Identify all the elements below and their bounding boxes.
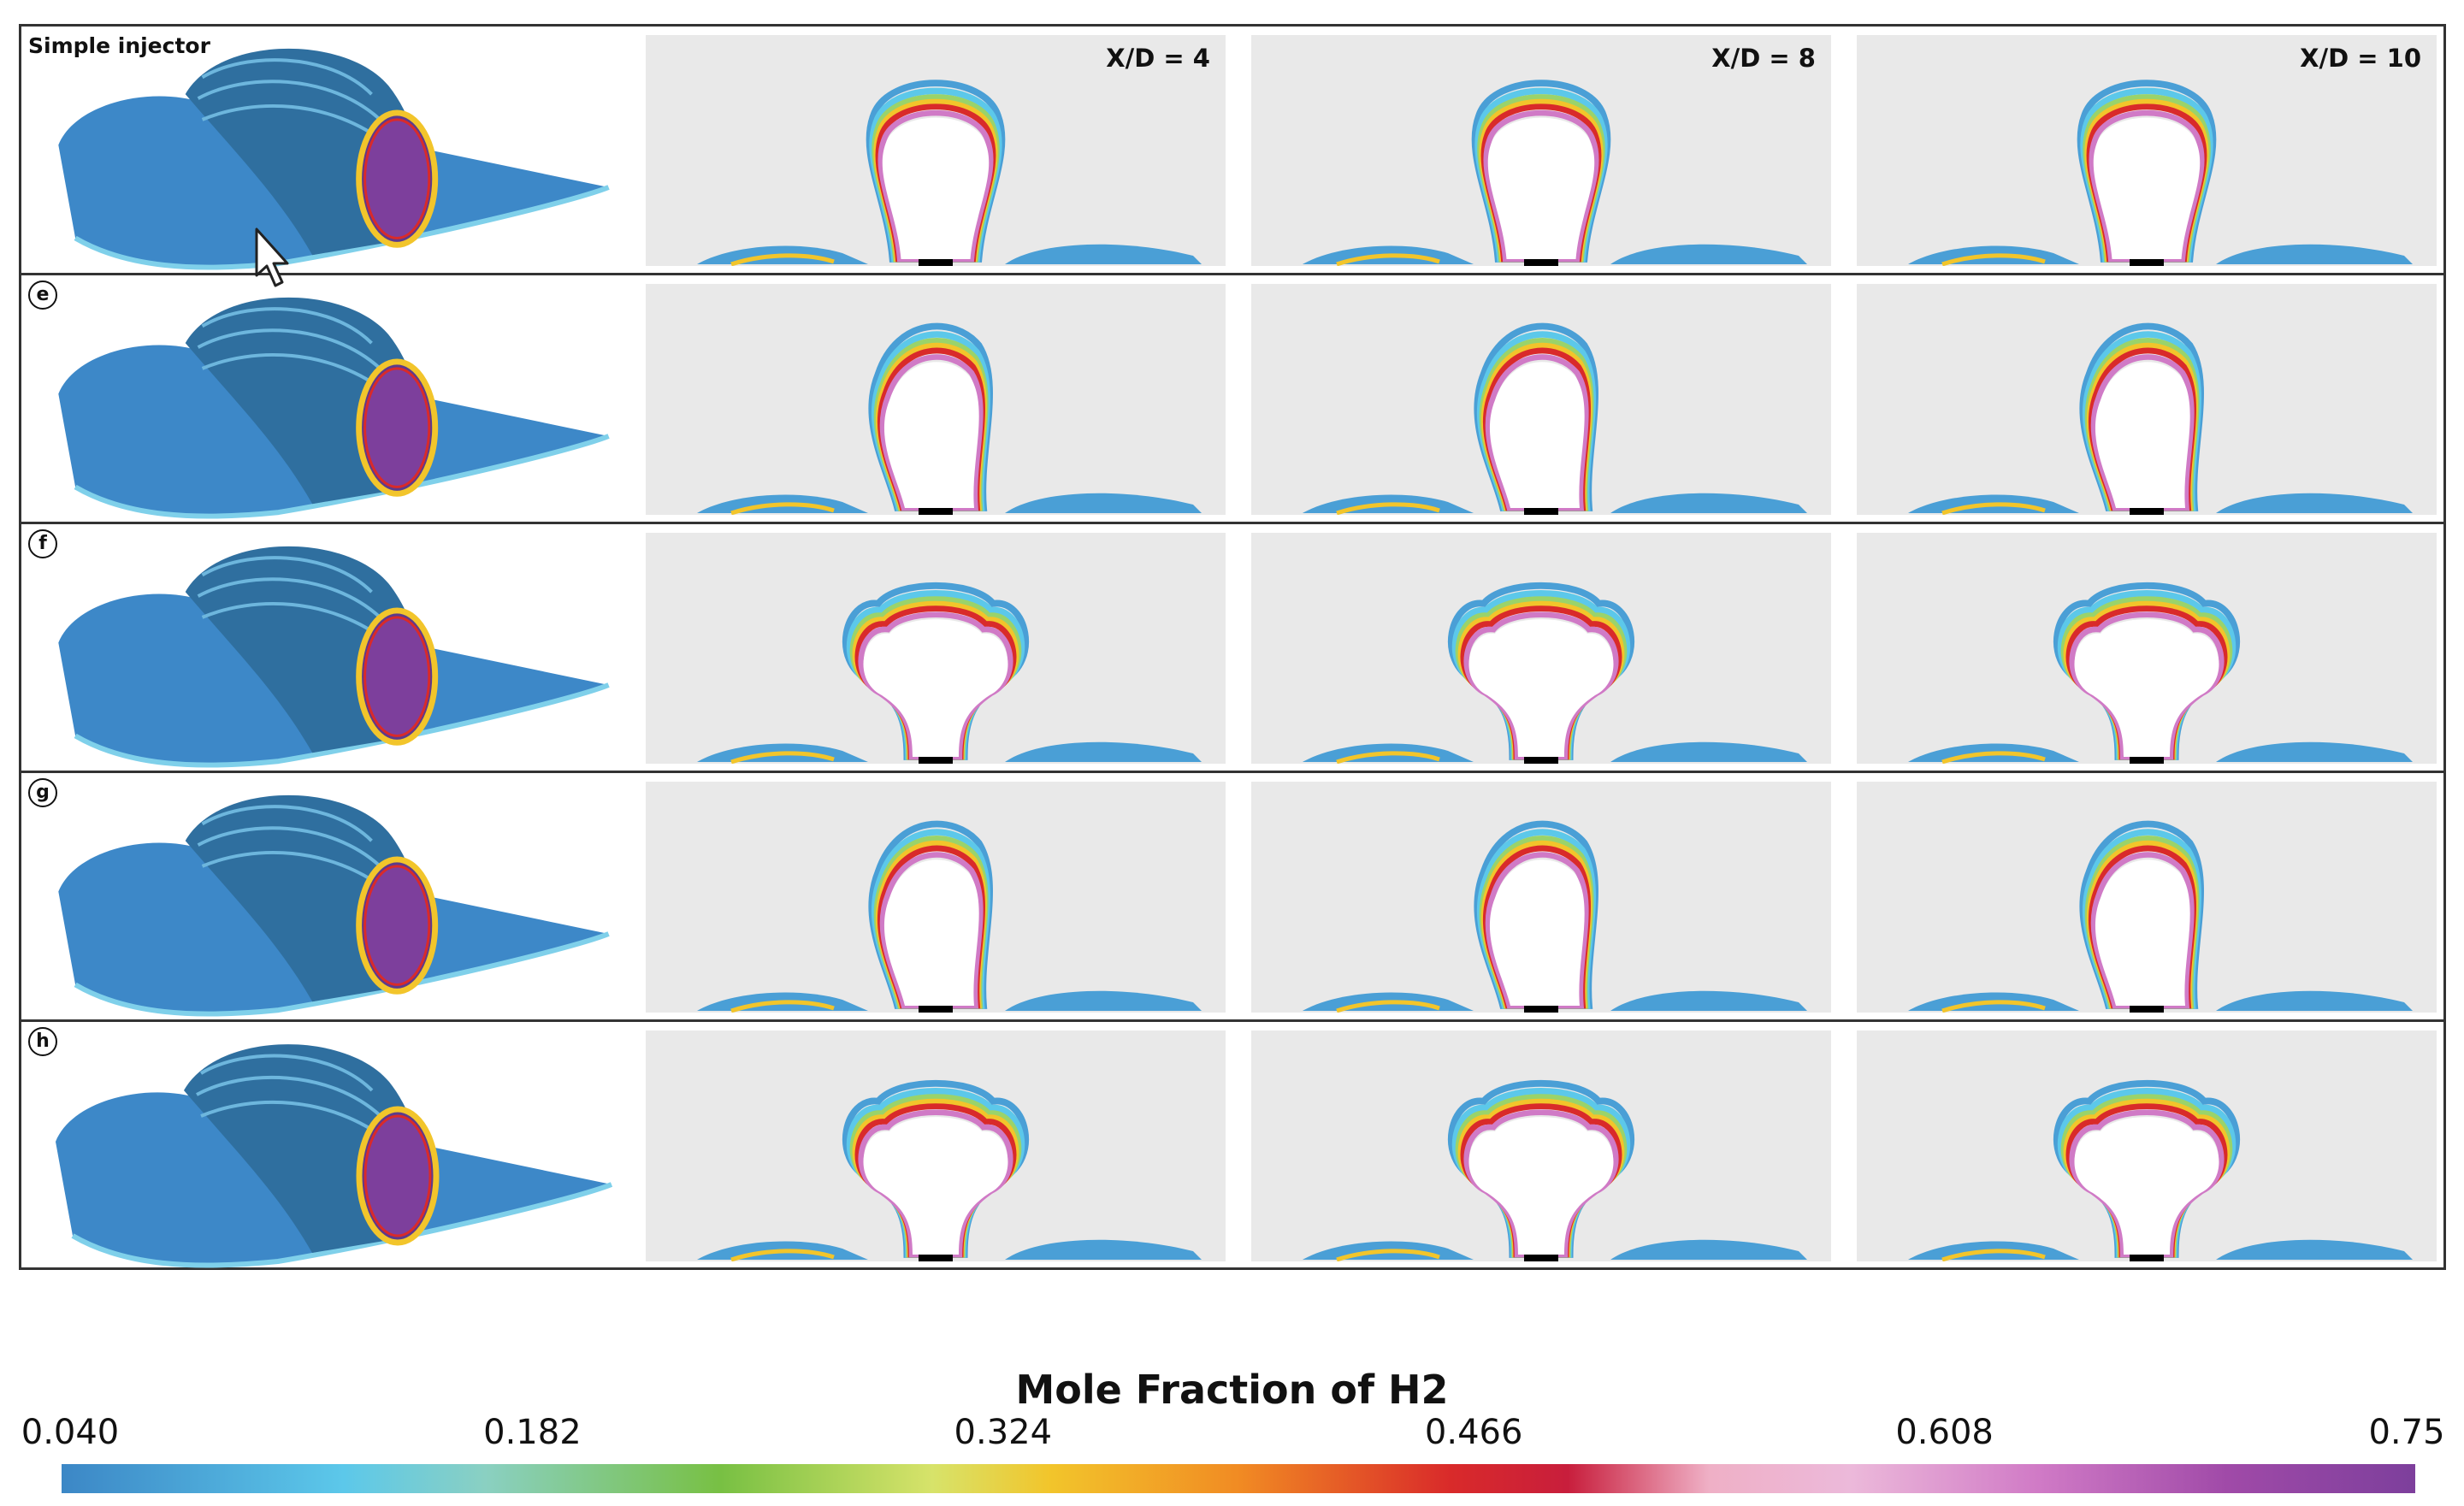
- figure-row: Simple injector X/D = 4 X/D = 8: [21, 27, 2443, 275]
- colorbar-title: Mole Fraction of H2: [1015, 1367, 1449, 1413]
- iso-surface-view: [21, 275, 637, 522]
- contour-panel: [1251, 1031, 1831, 1261]
- column-label: X/D = 4: [1106, 44, 1210, 73]
- iso-surface-view: [21, 27, 637, 273]
- contour-panel: [646, 533, 1226, 764]
- row-badge: g: [28, 778, 57, 807]
- contour-panel: X/D = 10: [1857, 35, 2437, 266]
- figure-row: g: [21, 773, 2443, 1022]
- colorbar-tick-label: 0.040: [21, 1413, 120, 1452]
- column-label: X/D = 8: [1711, 44, 1816, 73]
- contour-panel: [646, 1031, 1226, 1261]
- row-badge: e: [28, 281, 57, 310]
- colorbar-tick-label: 0.466: [1424, 1413, 1523, 1452]
- mouse-pointer-icon: [255, 227, 289, 287]
- contour-panel: [646, 284, 1226, 515]
- row-badge: h: [28, 1027, 57, 1056]
- contour-figure: Simple injector X/D = 4 X/D = 8: [19, 24, 2446, 1270]
- colorbar-tick-label: 0.324: [954, 1413, 1053, 1452]
- iso-surface-view: [21, 524, 637, 771]
- contour-panel: X/D = 4: [646, 35, 1226, 266]
- contour-panel: [1857, 533, 2437, 764]
- contour-panel: X/D = 8: [1251, 35, 1831, 266]
- figure-row: h: [21, 1022, 2443, 1271]
- iso-surface-view: [21, 773, 637, 1019]
- column-label: X/D = 10: [2300, 44, 2421, 73]
- contour-panel: [646, 782, 1226, 1013]
- contour-panel: [1857, 782, 2437, 1013]
- colorbar-gradient: [62, 1464, 2415, 1493]
- contour-panel: [1857, 1031, 2437, 1261]
- figure-row: e: [21, 275, 2443, 524]
- colorbar-tick-label: 0.75: [2368, 1413, 2445, 1452]
- figure-row: f: [21, 524, 2443, 773]
- colorbar-tick-label: 0.182: [483, 1413, 582, 1452]
- contour-panel: [1251, 533, 1831, 764]
- contour-panel: [1251, 284, 1831, 515]
- row-badge: f: [28, 529, 57, 558]
- contour-panel: [1251, 782, 1831, 1013]
- colorbar-tick-label: 0.608: [1895, 1413, 1994, 1452]
- iso-surface-view: [21, 1022, 637, 1271]
- contour-panel: [1857, 284, 2437, 515]
- row-label: Simple injector: [28, 33, 210, 58]
